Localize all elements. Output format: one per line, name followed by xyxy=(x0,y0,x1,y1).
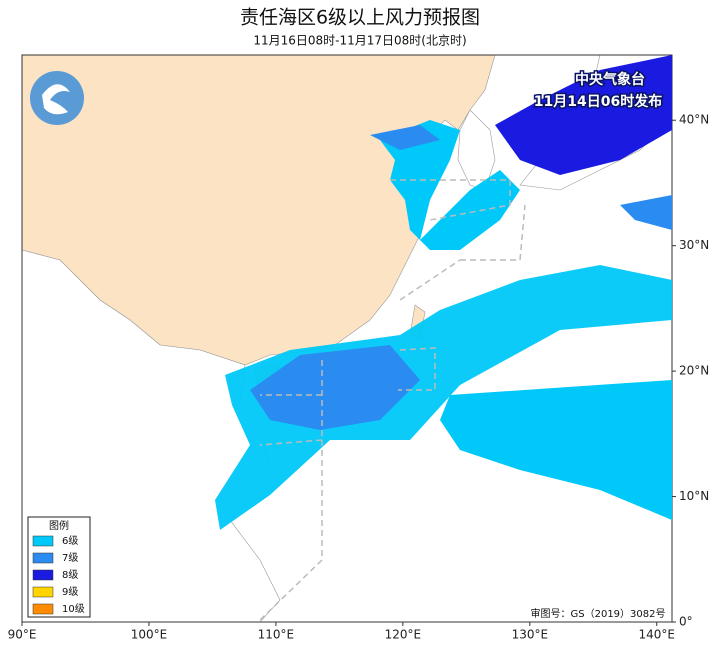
legend-title: 图例 xyxy=(49,519,69,532)
wind-area-6-east xyxy=(380,120,520,250)
wind-area-6-pacific xyxy=(440,380,672,520)
title: 责任海区6级以上风力预报图 xyxy=(240,7,480,29)
legend-label: 9级 xyxy=(62,586,78,598)
wind-area-7-east xyxy=(620,195,672,230)
legend-label: 6级 xyxy=(62,535,78,547)
legend-label: 8级 xyxy=(62,569,78,581)
legend-swatch xyxy=(32,535,54,547)
logo-mark xyxy=(42,84,70,115)
legend-swatch xyxy=(32,586,54,598)
y-tick-label: 30°N xyxy=(679,238,709,252)
x-tick-label: 100°E xyxy=(131,628,168,642)
wind-area-7 xyxy=(250,345,420,430)
legend-label: 10级 xyxy=(62,603,85,615)
x-tick-label: 120°E xyxy=(385,628,422,642)
issuer: 中央气象台 xyxy=(575,71,645,88)
legend-label: 7级 xyxy=(62,552,78,564)
wind-area-6 xyxy=(215,265,672,530)
legend-box xyxy=(27,516,91,618)
issued: 11月14日06时发布 xyxy=(534,93,662,110)
approval: 审图号：GS（2019）3082号 xyxy=(531,607,666,620)
legend-swatch xyxy=(32,569,54,581)
logo xyxy=(30,71,84,125)
x-tick-label: 130°E xyxy=(512,628,549,642)
map-area xyxy=(21,54,673,623)
x-tick-label: 90°E xyxy=(8,628,37,642)
zone-boundaries xyxy=(259,179,526,621)
legend-swatch xyxy=(32,603,54,615)
y-tick-label: 0° xyxy=(679,615,693,629)
x-tick-label: 140°E xyxy=(639,628,676,642)
x-tick-label: 110°E xyxy=(258,628,295,642)
wind-area-7-north xyxy=(370,125,440,150)
y-tick-label: 10°N xyxy=(679,489,709,503)
y-tick-label: 20°N xyxy=(679,364,709,378)
y-tick-label: 40°N xyxy=(679,113,709,127)
wind-area-8 xyxy=(495,55,672,175)
subtitle: 11月16日08时-11月17日08时(北京时) xyxy=(253,34,466,48)
legend-swatch xyxy=(32,552,54,564)
